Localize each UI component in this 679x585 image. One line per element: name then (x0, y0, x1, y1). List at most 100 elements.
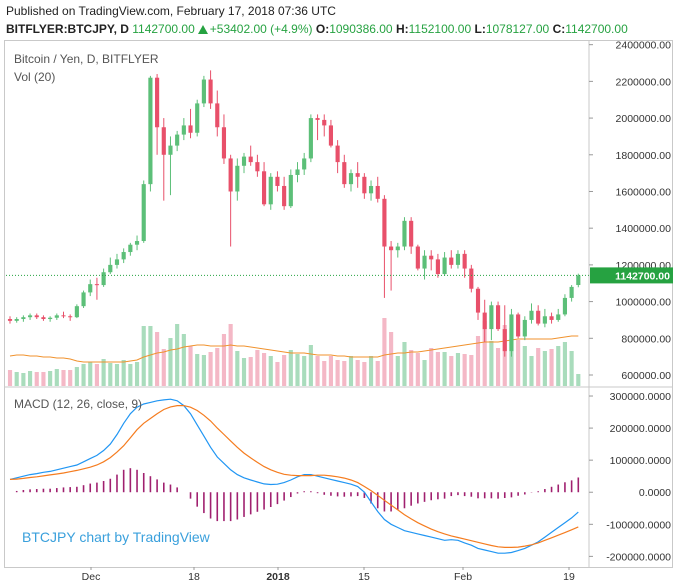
candle-body (522, 319, 527, 337)
volume-bar (328, 356, 334, 386)
volume-bar (141, 326, 146, 386)
price-change: +53402.00 (+4.9%) (209, 22, 313, 36)
macd-y-tick-label: 0.0000 (639, 487, 671, 499)
candle-body (268, 176, 273, 205)
volume-bar (342, 361, 347, 386)
volume-bar (402, 342, 407, 386)
volume-label[interactable]: Vol (20) (14, 70, 56, 84)
y-tick-label: 1600000.00 (616, 186, 672, 198)
volume-bar (7, 370, 13, 386)
candle-body (348, 173, 354, 185)
last-price: 1142700.00 (132, 22, 195, 36)
signal-line (9, 405, 579, 548)
candle-body (88, 284, 93, 293)
macd-y-tick-label: 100000.0000 (610, 455, 671, 467)
volume-bar (496, 348, 501, 386)
symbol-info-bar: BITFLYER:BTCJPY, D 1142700.00 +53402.00 (… (6, 22, 628, 36)
volume-bar (81, 364, 86, 386)
last-price-badge-text: 1142700.00 (615, 270, 670, 282)
volume-bar (455, 353, 461, 386)
macd-line (9, 398, 579, 554)
volume-bar (208, 352, 213, 386)
candle-body (435, 259, 440, 275)
candle-body (549, 316, 554, 320)
volume-bar (94, 364, 99, 386)
candle-body (34, 315, 39, 318)
candle-body (395, 246, 400, 251)
candle-body (509, 314, 514, 352)
close-value: 1142700.00 (565, 22, 628, 36)
candle-body (295, 169, 300, 175)
volume-bar (409, 350, 414, 386)
volume-bar (114, 364, 120, 386)
candle-body (128, 244, 133, 253)
volume-bar (108, 363, 113, 386)
candle-body (382, 198, 387, 247)
x-tick-label: 18 (188, 571, 200, 583)
volume-bar (128, 364, 133, 386)
volume-bar (215, 348, 220, 386)
candle-body (94, 284, 99, 286)
candle-body (27, 315, 33, 318)
volume-bar (255, 350, 260, 386)
candle-body (562, 297, 568, 315)
x-tick-label: 19 (563, 571, 575, 583)
volume-bar (21, 373, 26, 386)
candle-body (449, 257, 454, 265)
y-tick-label: 600000.00 (621, 370, 671, 382)
candle-body (308, 118, 313, 159)
candle-body (141, 184, 146, 242)
candle-body (155, 77, 160, 128)
volume-bar (435, 352, 440, 386)
candle-body (469, 268, 474, 289)
grid-lines (4, 41, 673, 567)
volume-bar (134, 362, 140, 386)
macd-histogram (15, 468, 580, 522)
volume-bar (14, 372, 19, 386)
candle-body (54, 315, 59, 318)
candle-body (41, 317, 46, 320)
chart-frame[interactable] (4, 40, 673, 568)
candle-body (335, 145, 340, 163)
volume-bar (576, 374, 581, 386)
x-tick-label: Feb (454, 571, 472, 583)
y-tick-label: 1000000.00 (616, 297, 672, 309)
volume-bar (355, 360, 360, 386)
candle-body (529, 310, 534, 320)
candle-body (328, 125, 334, 146)
candle-body (315, 118, 320, 120)
x-tick-label: 15 (358, 571, 370, 583)
volume-bar (569, 351, 574, 386)
up-triangle-icon (197, 25, 208, 34)
candle-body (355, 173, 360, 177)
candle-body (542, 316, 547, 324)
volume-bar (395, 356, 400, 386)
volume-bar (221, 334, 227, 386)
main-pane-title[interactable]: Bitcoin / Yen, D, BITFLYER (14, 52, 159, 66)
volume-bar (168, 338, 173, 386)
volume-bar (148, 326, 153, 386)
volume-bar (121, 360, 126, 386)
candle-body (288, 174, 293, 207)
low-value: 1078127.00 (485, 22, 550, 36)
high-label: H: (395, 22, 409, 36)
volume-bar (181, 334, 186, 386)
macd-title[interactable]: MACD (12, 26, close, 9) (14, 397, 143, 411)
volume-bar (449, 356, 454, 386)
candle-body (415, 246, 420, 269)
volume-bar (308, 345, 313, 386)
candle-body (221, 127, 227, 159)
close-label: C: (552, 22, 566, 36)
volume-bar (248, 357, 253, 386)
macd-lines (9, 398, 579, 554)
volume-bar (362, 362, 367, 386)
candle-body (489, 305, 494, 330)
candle-body (375, 185, 380, 199)
volume-bar (288, 350, 293, 386)
candle-body (215, 103, 220, 128)
volume-bar (282, 355, 287, 386)
y-tick-label: 800000.00 (621, 333, 671, 345)
candle-body (475, 288, 481, 313)
symbol-name[interactable]: BITFLYER:BTCJPY, D (6, 22, 129, 36)
